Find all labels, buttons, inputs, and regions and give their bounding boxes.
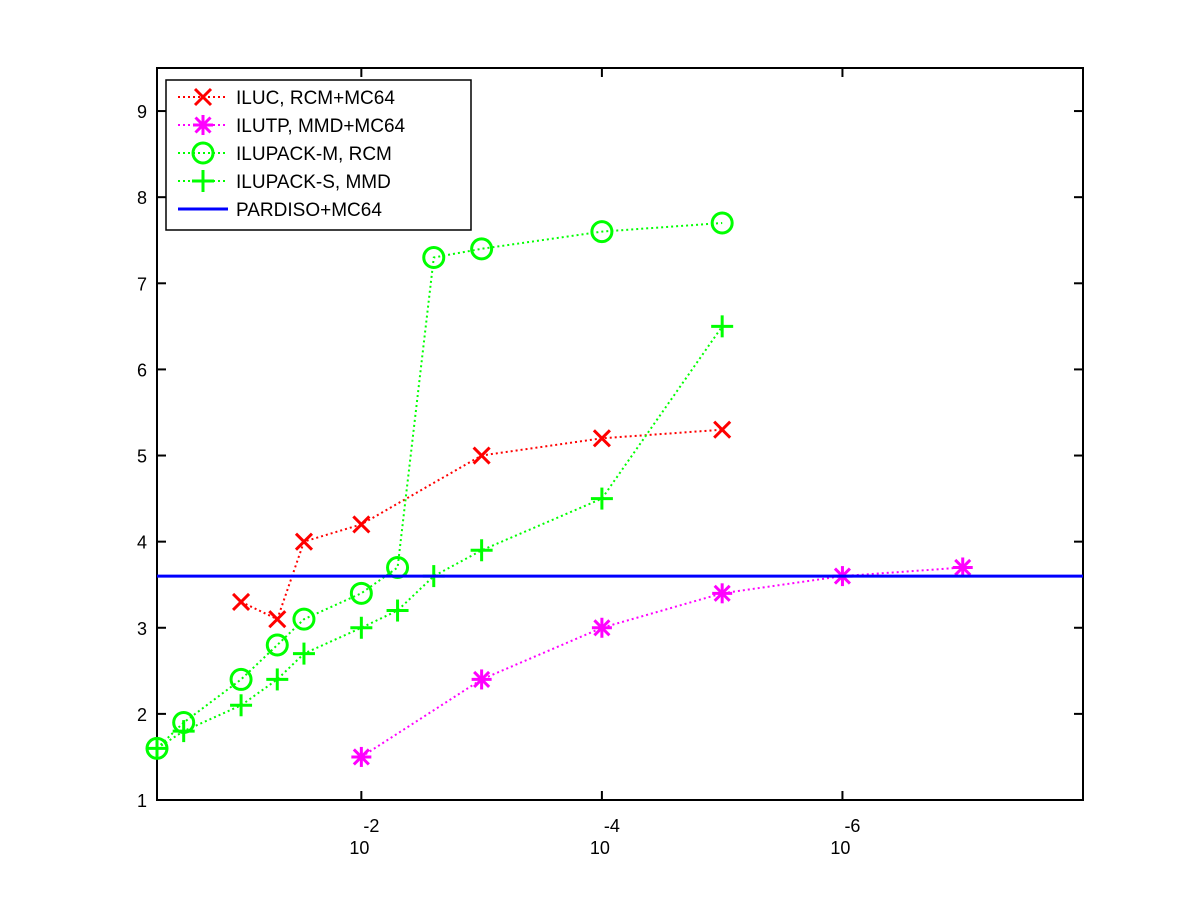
y-tick-label: 9	[137, 102, 147, 122]
x-tick-label-base: 10	[349, 838, 369, 858]
data-point	[471, 669, 492, 690]
y-tick-label: 3	[137, 619, 147, 639]
data-point	[713, 420, 732, 439]
data-point	[710, 211, 734, 235]
legend-label: ILUPACK-S, MMD	[236, 172, 391, 193]
y-tick-label: 6	[137, 360, 147, 380]
data-point	[386, 599, 409, 622]
legend: ILUC, RCM+MC64 ILUTP, MMD+MC64 ILUPACK-M, …	[165, 79, 472, 231]
legend-marker	[193, 115, 213, 135]
data-point	[351, 746, 372, 767]
data-point	[592, 429, 611, 448]
y-tick-label: 7	[137, 274, 147, 294]
y-tick-label: 4	[137, 533, 147, 553]
data-point	[292, 607, 316, 631]
y-tick-label: 5	[137, 447, 147, 467]
data-point	[422, 245, 446, 269]
data-point	[172, 720, 195, 743]
data-point	[294, 532, 314, 551]
series-layer	[145, 211, 1083, 767]
legend-label: ILUPACK-M, RCM	[236, 144, 392, 165]
series-2	[145, 211, 734, 760]
legend-marker	[192, 170, 214, 192]
data-point	[266, 668, 289, 691]
legend-label: PARDISO+MC64	[236, 200, 382, 221]
data-point	[590, 220, 614, 244]
x-tick-label-exponent: -6	[844, 816, 860, 836]
data-point	[470, 237, 494, 261]
x-tick-label-exponent: -4	[604, 816, 620, 836]
plot-frame	[156, 67, 1084, 801]
legend-entry: ILUPACK-M, RCM	[178, 141, 392, 165]
data-point	[265, 633, 289, 657]
legend-label: ILUC, RCM+MC64	[236, 88, 395, 109]
data-point	[712, 583, 733, 604]
data-point	[232, 592, 251, 611]
legend-entry: PARDISO+MC64	[178, 200, 382, 221]
data-point	[229, 667, 253, 691]
y-tick-label: 2	[137, 705, 147, 725]
legend-marker	[191, 141, 215, 165]
data-point	[472, 446, 491, 465]
y-tick-label: 8	[137, 188, 147, 208]
data-point	[590, 487, 613, 510]
data-point	[352, 515, 371, 534]
data-point	[268, 610, 287, 629]
data-point	[349, 581, 373, 605]
y-tick-label: 1	[137, 791, 147, 811]
data-point	[350, 616, 373, 639]
data-point	[470, 539, 493, 562]
x-tick-label-base: 10	[590, 838, 610, 858]
x-tick-label-base: 10	[830, 838, 850, 858]
data-point	[591, 617, 612, 638]
legend-entry: ILUTP, MMD+MC64	[178, 115, 406, 137]
data-point	[711, 315, 734, 338]
legend-label: ILUTP, MMD+MC64	[236, 116, 406, 137]
legend-entry: ILUC, RCM+MC64	[178, 87, 395, 109]
data-point	[292, 642, 315, 665]
data-point	[230, 694, 253, 717]
legend-entry: ILUPACK-S, MMD	[178, 170, 391, 193]
data-point	[146, 737, 168, 760]
legend-box	[165, 79, 472, 231]
data-point	[952, 557, 973, 578]
series-0	[232, 420, 732, 629]
x-tick-label-exponent: -2	[363, 816, 379, 836]
legend-marker	[193, 87, 213, 107]
